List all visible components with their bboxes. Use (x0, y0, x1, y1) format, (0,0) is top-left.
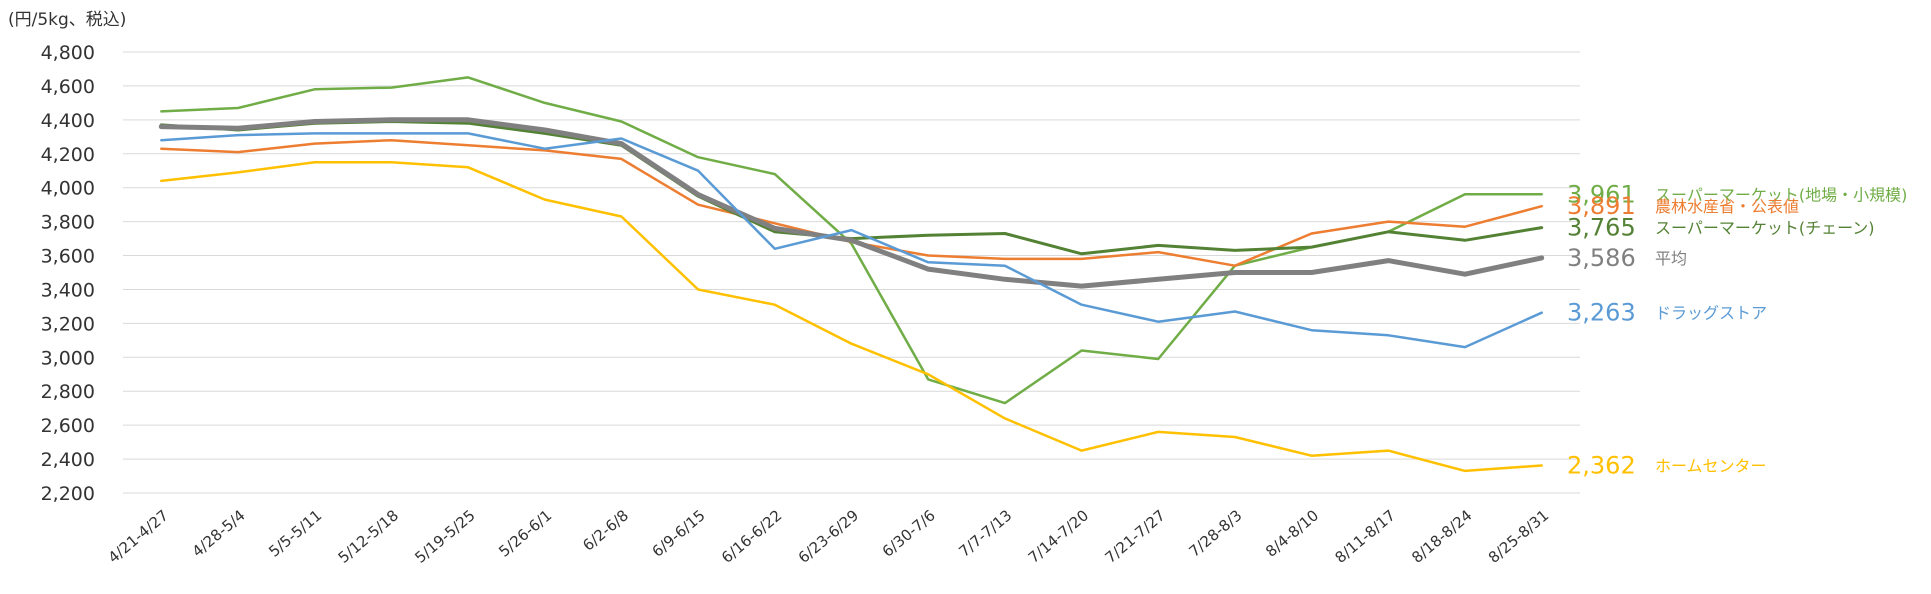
x-tick-label: 5/12-5/18 (335, 506, 402, 567)
series-end-value: 3,891 (1567, 192, 1636, 220)
y-tick-label: 4,400 (41, 110, 95, 132)
y-tick-label: 4,600 (41, 76, 95, 98)
y-tick-label: 2,600 (41, 415, 95, 437)
x-tick-label: 6/16-6/22 (718, 506, 785, 567)
series-end-value: 3,586 (1567, 244, 1636, 272)
y-tick-label: 3,600 (41, 246, 95, 268)
x-tick-label: 5/26-6/1 (495, 506, 555, 560)
series-name-label: スーパーマーケット(チェーン) (1655, 219, 1875, 238)
series-name-label: スーパーマーケット(地場・小規模) (1655, 185, 1907, 204)
x-tick-label: 7/28-8/3 (1185, 506, 1245, 560)
series-name-label: 農林水産省・公表値 (1655, 197, 1799, 216)
x-axis-ticks: 4/21-4/27 4/28-5/4 5/5-5/11 5/12-5/18 5/19-5… (105, 506, 1553, 567)
x-tick-label: 7/21-7/27 (1101, 506, 1168, 567)
series-end-value: 2,362 (1567, 452, 1636, 480)
series-lines (158, 76, 1545, 473)
series-name-label: ホームセンター (1655, 457, 1767, 476)
x-tick-label: 7/7-7/13 (955, 506, 1015, 560)
y-tick-label: 4,200 (41, 144, 95, 166)
x-tick-label: 5/19-5/25 (411, 506, 478, 567)
x-tick-label: 4/21-4/27 (105, 506, 172, 567)
y-tick-label: 3,400 (41, 279, 95, 301)
series-name-label: ドラッグストア (1655, 304, 1767, 323)
x-tick-label: 7/14-7/20 (1025, 506, 1092, 567)
series-end-value: 3,263 (1567, 299, 1636, 327)
y-axis-ticks: 4,800 4,600 4,400 4,200 4,000 3,800 3,600 3,400… (41, 42, 95, 505)
x-tick-label: 5/5-5/11 (265, 506, 325, 560)
y-tick-label: 3,200 (41, 313, 95, 335)
y-tick-label: 4,000 (41, 178, 95, 200)
x-tick-label: 6/2-6/8 (579, 506, 632, 554)
series-name-label: 平均 (1655, 249, 1687, 268)
y-tick-label: 2,200 (41, 483, 95, 505)
x-tick-label: 6/23-6/29 (795, 506, 862, 567)
x-tick-label: 8/4-8/10 (1262, 506, 1322, 560)
y-tick-label: 2,400 (41, 449, 95, 471)
unit-label: (円/5kg、税込) (8, 10, 126, 30)
series-line (160, 161, 1543, 473)
series-end-labels: 3,961 スーパーマーケット(地場・小規模) 3,891 農林水産省・公表値 3,76… (1567, 180, 1907, 479)
y-tick-label: 4,800 (41, 42, 95, 64)
series-end-value: 3,961 (1567, 180, 1636, 208)
series-line (160, 138, 1543, 267)
series-line (158, 117, 1545, 289)
gridlines (123, 51, 1580, 494)
y-tick-label: 2,800 (41, 381, 95, 403)
series-line (160, 132, 1543, 349)
x-tick-label: 4/28-5/4 (189, 506, 249, 560)
y-tick-label: 3,000 (41, 347, 95, 369)
series-end-value: 3,765 (1567, 214, 1636, 242)
x-tick-label: 8/25-8/31 (1485, 506, 1552, 567)
x-tick-label: 8/11-8/17 (1332, 506, 1399, 567)
x-tick-label: 6/30-7/6 (879, 506, 939, 560)
y-tick-label: 3,800 (41, 212, 95, 234)
x-tick-label: 8/18-8/24 (1408, 506, 1475, 567)
x-tick-label: 6/9-6/15 (649, 506, 709, 560)
